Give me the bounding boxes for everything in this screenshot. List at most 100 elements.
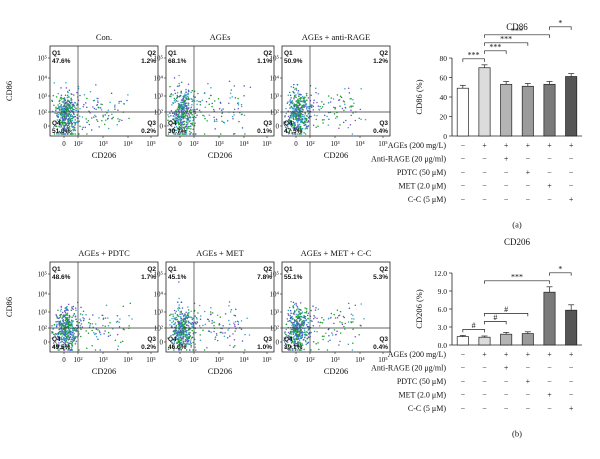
flow-event-dot	[53, 323, 56, 326]
flow-event-dot	[306, 323, 308, 326]
flow-event-dot	[174, 339, 176, 342]
flow-event-dot	[312, 305, 314, 307]
flow-event-dot	[244, 349, 246, 351]
flow-event-dot	[65, 313, 68, 316]
flow-event-dot	[295, 96, 297, 99]
flow-event-dot	[284, 126, 287, 128]
significance-mark: ***	[500, 34, 512, 43]
treatment-sign: −	[461, 391, 466, 400]
quadrant-value-q2: 1.2%	[141, 58, 156, 65]
flow-event-dot	[194, 343, 197, 345]
treatment-sign: −	[482, 182, 487, 191]
y-tick-label: 10³	[270, 93, 279, 101]
flow-event-dot	[295, 116, 297, 119]
flow-event-dot	[297, 90, 300, 92]
flow-event-dot	[60, 125, 63, 127]
flow-event-dot	[107, 114, 110, 117]
treatment-sign: −	[569, 182, 574, 191]
treatment-sign: −	[461, 155, 466, 164]
flow-event-dot	[172, 94, 174, 96]
flow-event-dot	[219, 316, 222, 318]
flow-event-dot	[60, 126, 62, 128]
flow-event-dot	[297, 349, 299, 351]
flow-event-dot	[64, 108, 67, 111]
treatment-sign: +	[504, 350, 509, 359]
bar	[521, 85, 534, 137]
quadrant-value-q2: 1.1%	[257, 58, 272, 65]
treatment-sign: −	[569, 155, 574, 164]
quadrant-value-q3: 1.0%	[257, 344, 272, 351]
flow-event-dot	[56, 321, 58, 323]
flow-event-dot	[333, 329, 336, 331]
flow-event-dot	[334, 317, 337, 319]
flow-event-dot	[295, 349, 297, 351]
flow-event-dot	[222, 332, 224, 334]
flow-event-dot	[291, 324, 293, 327]
flow-event-dot	[291, 330, 294, 333]
flow-panel: AGEs + MET + C-CQ155.1%Q25.3%Q30.4%Q439.…	[270, 248, 391, 376]
flow-event-dot	[223, 335, 226, 337]
flow-event-dot	[70, 324, 73, 326]
flow-event-dot	[299, 312, 302, 314]
flow-event-dot	[287, 94, 290, 96]
flow-event-dot	[70, 319, 73, 322]
flow-event-dot	[293, 318, 296, 321]
flow-event-dot	[292, 90, 294, 93]
flow-event-dot	[358, 333, 360, 336]
flow-event-dot	[304, 118, 306, 121]
flow-event-dot	[60, 326, 63, 328]
flow-event-dot	[295, 112, 298, 115]
flow-event-dot	[59, 119, 61, 122]
flow-event-dot	[299, 125, 302, 128]
flow-event-dot	[298, 101, 300, 103]
flow-event-dot	[178, 122, 180, 125]
flow-event-dot	[70, 113, 72, 116]
flow-event-dot	[306, 314, 309, 317]
flow-event-dot	[190, 342, 192, 345]
flow-event-dot	[68, 89, 71, 92]
flow-event-dot	[186, 337, 188, 339]
flow-event-dot	[65, 336, 68, 338]
flow-event-dot	[298, 330, 300, 332]
flow-event-dot	[64, 311, 67, 314]
flow-event-dot	[297, 124, 299, 127]
flow-event-dot	[190, 316, 192, 318]
flow-event-dot	[303, 315, 305, 317]
flow-event-dot	[172, 115, 175, 117]
flow-event-dot	[176, 318, 178, 321]
flow-event-dot	[72, 315, 75, 317]
flow-event-dot	[178, 337, 180, 340]
flow-event-dot	[298, 104, 301, 107]
flow-event-dot	[111, 117, 113, 120]
flow-event-dot	[213, 100, 216, 102]
flow-event-dot	[184, 330, 186, 333]
flow-event-dot	[326, 349, 329, 351]
flow-event-dot	[297, 347, 300, 350]
flow-event-dot	[76, 320, 78, 323]
flow-event-dot	[60, 330, 63, 332]
flow-event-dot	[68, 321, 70, 324]
flow-event-dot	[55, 121, 57, 123]
flow-event-dot	[313, 315, 315, 317]
flow-event-dot	[283, 341, 286, 343]
flow-event-dot	[168, 128, 171, 131]
flow-panel-title: Con.	[96, 32, 112, 42]
flow-event-dot	[71, 306, 73, 308]
flow-event-dot	[178, 304, 180, 306]
flow-event-dot	[186, 120, 188, 122]
flow-event-dot	[186, 98, 188, 101]
flow-event-dot	[64, 325, 67, 327]
flow-event-dot	[63, 120, 65, 122]
flow-event-dot	[176, 334, 179, 336]
flow-event-dot	[171, 325, 173, 327]
x-tick-label: 10²	[73, 140, 82, 148]
y-tick-label: 10⁵	[38, 271, 48, 279]
flow-event-dot	[308, 336, 310, 339]
y-tick-label: 10²	[38, 325, 47, 333]
flow-event-dot	[199, 334, 201, 336]
flow-event-dot	[330, 316, 332, 319]
flow-event-dot	[96, 104, 99, 106]
treatment-sign: +	[526, 168, 531, 177]
flow-event-dot	[203, 349, 206, 351]
flow-event-dot	[192, 119, 194, 122]
